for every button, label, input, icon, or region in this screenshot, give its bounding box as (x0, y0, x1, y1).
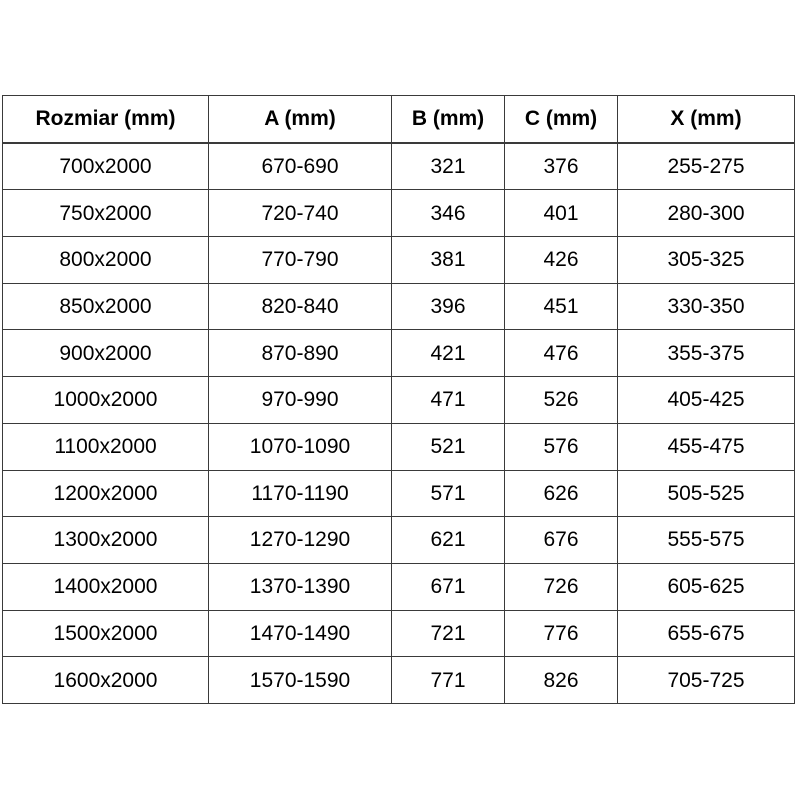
table-row: 1400x2000 1370-1390 671 726 605-625 (2, 562, 795, 611)
column-header-x: X (mm) (617, 94, 795, 144)
table-cell: 426 (504, 236, 618, 284)
table-cell: 255-275 (617, 142, 795, 191)
table-row: 1200x2000 1170-1190 571 626 505-525 (2, 469, 795, 518)
table-cell: 776 (504, 609, 618, 658)
table-cell: 1570-1590 (208, 656, 392, 704)
table-cell: 471 (391, 376, 505, 424)
table-row: 850x2000 820-840 396 451 330-350 (2, 282, 795, 331)
table-cell: 571 (391, 469, 505, 518)
table-cell: 330-350 (617, 282, 795, 331)
table-row: 1000x2000 970-990 471 526 405-425 (2, 376, 795, 424)
table-cell: 451 (504, 282, 618, 331)
column-header-a: A (mm) (208, 94, 392, 144)
table-cell: 1000x2000 (2, 376, 209, 424)
table-cell: 280-300 (617, 189, 795, 238)
table-row: 750x2000 720-740 346 401 280-300 (2, 189, 795, 238)
table-cell: 770-790 (208, 236, 392, 284)
table-cell: 970-990 (208, 376, 392, 424)
table-cell: 381 (391, 236, 505, 284)
table-row: 900x2000 870-890 421 476 355-375 (2, 329, 795, 378)
table-cell: 1070-1090 (208, 422, 392, 471)
table-cell: 1470-1490 (208, 609, 392, 658)
table-cell: 676 (504, 516, 618, 564)
table-cell: 321 (391, 142, 505, 191)
table-head: Rozmiar (mm) A (mm) B (mm) C (mm) X (mm) (2, 94, 795, 144)
table-cell: 1500x2000 (2, 609, 209, 658)
table-cell: 850x2000 (2, 282, 209, 331)
table-cell: 576 (504, 422, 618, 471)
table-cell: 401 (504, 189, 618, 238)
table-cell: 771 (391, 656, 505, 704)
table-row: 1600x2000 1570-1590 771 826 705-725 (2, 656, 795, 704)
table-cell: 355-375 (617, 329, 795, 378)
table-body: 700x2000 670-690 321 376 255-275 750x2000 720-… (2, 142, 795, 704)
table-cell: 626 (504, 469, 618, 518)
table-cell: 405-425 (617, 376, 795, 424)
table-cell: 521 (391, 422, 505, 471)
table-cell: 621 (391, 516, 505, 564)
column-header-c: C (mm) (504, 94, 618, 144)
table-cell: 455-475 (617, 422, 795, 471)
table-cell: 826 (504, 656, 618, 704)
table-row: 1100x2000 1070-1090 521 576 455-475 (2, 422, 795, 471)
table-cell: 1600x2000 (2, 656, 209, 704)
table-cell: 605-625 (617, 562, 795, 611)
table-cell: 1270-1290 (208, 516, 392, 564)
table-cell: 305-325 (617, 236, 795, 284)
table-cell: 820-840 (208, 282, 392, 331)
table-cell: 671 (391, 562, 505, 611)
table-cell: 705-725 (617, 656, 795, 704)
table-cell: 555-575 (617, 516, 795, 564)
table-cell: 870-890 (208, 329, 392, 378)
table-cell: 800x2000 (2, 236, 209, 284)
dimensions-table: Rozmiar (mm) A (mm) B (mm) C (mm) X (mm) 700… (2, 94, 795, 704)
table-cell: 1100x2000 (2, 422, 209, 471)
table-cell: 750x2000 (2, 189, 209, 238)
table-cell: 1200x2000 (2, 469, 209, 518)
table-cell: 720-740 (208, 189, 392, 238)
table-cell: 421 (391, 329, 505, 378)
table-row: 700x2000 670-690 321 376 255-275 (2, 142, 795, 191)
table-cell: 700x2000 (2, 142, 209, 191)
table-cell: 526 (504, 376, 618, 424)
table-cell: 900x2000 (2, 329, 209, 378)
table-cell: 396 (391, 282, 505, 331)
table-cell: 376 (504, 142, 618, 191)
table-cell: 721 (391, 609, 505, 658)
table-row: 1300x2000 1270-1290 621 676 555-575 (2, 516, 795, 564)
table-cell: 1300x2000 (2, 516, 209, 564)
table-row: 1500x2000 1470-1490 721 776 655-675 (2, 609, 795, 658)
table-row: 800x2000 770-790 381 426 305-325 (2, 236, 795, 284)
table-cell: 346 (391, 189, 505, 238)
column-header-rozmiar: Rozmiar (mm) (2, 94, 209, 144)
table-cell: 1400x2000 (2, 562, 209, 611)
table-cell: 505-525 (617, 469, 795, 518)
table-cell: 670-690 (208, 142, 392, 191)
table-cell: 726 (504, 562, 618, 611)
header-row: Rozmiar (mm) A (mm) B (mm) C (mm) X (mm) (2, 94, 795, 144)
table-cell: 1170-1190 (208, 469, 392, 518)
table-cell: 1370-1390 (208, 562, 392, 611)
table-cell: 476 (504, 329, 618, 378)
table-cell: 655-675 (617, 609, 795, 658)
column-header-b: B (mm) (391, 94, 505, 144)
